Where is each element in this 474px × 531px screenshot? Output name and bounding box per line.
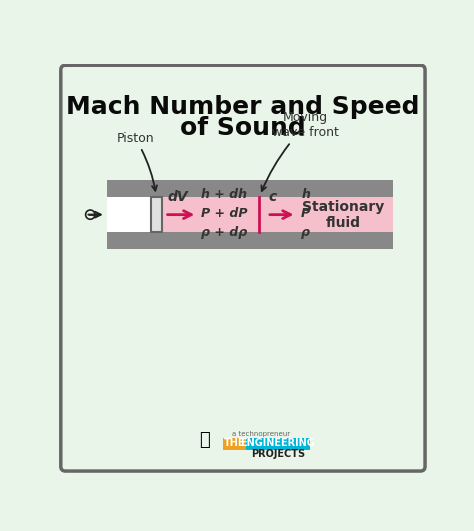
Text: THE: THE [224,438,245,448]
Bar [107,197,151,233]
FancyBboxPatch shape [61,65,425,471]
Text: Moving
wave front: Moving wave front [261,111,339,191]
Text: Stationary
fluid: Stationary fluid [302,200,384,230]
Bar [107,180,392,197]
Bar [246,438,310,450]
Text: Mach Number and Speed: Mach Number and Speed [66,95,419,119]
Bar [223,438,246,450]
Text: PROJECTS: PROJECTS [251,449,305,459]
Text: dV: dV [168,190,188,204]
Text: Piston: Piston [117,132,157,191]
Text: h
P
ρ: h P ρ [301,187,310,238]
Text: a technopreneur: a technopreneur [232,431,291,437]
Text: c: c [268,190,277,204]
Bar [162,197,259,233]
Text: 🤖: 🤖 [199,431,210,449]
Bar [151,197,162,233]
Text: ENGINEERING: ENGINEERING [240,438,315,448]
Bar [107,233,392,249]
Bar [259,197,392,233]
Text: of Sound: of Sound [180,116,306,140]
Text: h + dh
P + dP
ρ + dρ: h + dh P + dP ρ + dρ [201,187,247,238]
